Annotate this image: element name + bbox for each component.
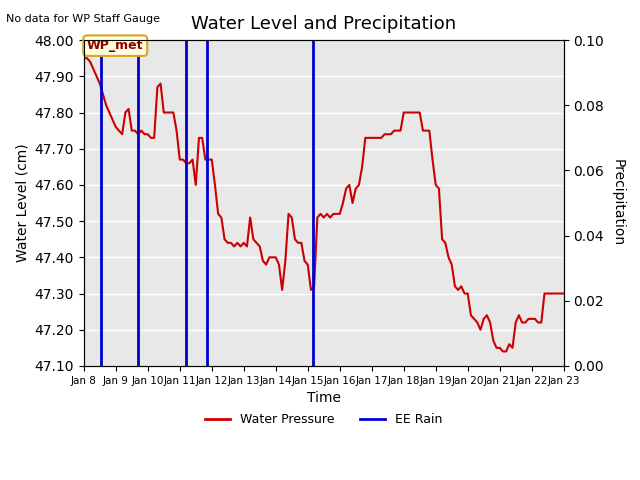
Text: No data for WP Staff Gauge: No data for WP Staff Gauge	[6, 14, 161, 24]
Text: WP_met: WP_met	[87, 39, 143, 52]
Y-axis label: Water Level (cm): Water Level (cm)	[15, 144, 29, 263]
Legend: Water Pressure, EE Rain: Water Pressure, EE Rain	[200, 408, 447, 432]
Title: Water Level and Precipitation: Water Level and Precipitation	[191, 15, 456, 33]
X-axis label: Time: Time	[307, 391, 340, 405]
Y-axis label: Precipitation: Precipitation	[611, 159, 625, 247]
